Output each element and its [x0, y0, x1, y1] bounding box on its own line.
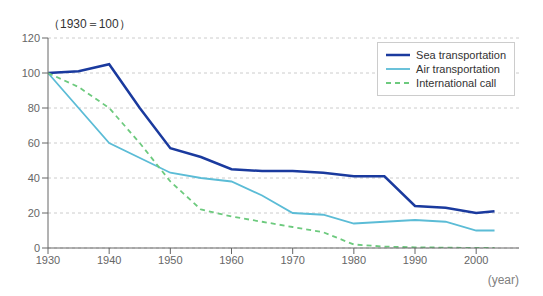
svg-text:60: 60 — [28, 137, 40, 149]
svg-text:20: 20 — [28, 207, 40, 219]
html-text:（1930＝100）: （1930＝100） — [48, 17, 131, 31]
svg-text:(year): (year) — [488, 273, 519, 287]
svg-text:1940: 1940 — [97, 254, 121, 266]
svg-text:1990: 1990 — [403, 254, 427, 266]
svg-text:80: 80 — [28, 102, 40, 114]
svg-text:0: 0 — [34, 242, 40, 254]
svg-text:1960: 1960 — [219, 254, 243, 266]
svg-text:100: 100 — [22, 67, 40, 79]
html-text:Air transportation: Air transportation — [416, 63, 500, 75]
svg-text:40: 40 — [28, 172, 40, 184]
svg-text:1980: 1980 — [342, 254, 366, 266]
svg-text:1930: 1930 — [36, 254, 60, 266]
svg-text:1970: 1970 — [280, 254, 304, 266]
html-text:Sea transportation: Sea transportation — [416, 49, 506, 61]
svg-text:2000: 2000 — [464, 254, 488, 266]
html-text:International call: International call — [416, 77, 497, 89]
svg-text:1950: 1950 — [158, 254, 182, 266]
svg-text:120: 120 — [22, 32, 40, 44]
